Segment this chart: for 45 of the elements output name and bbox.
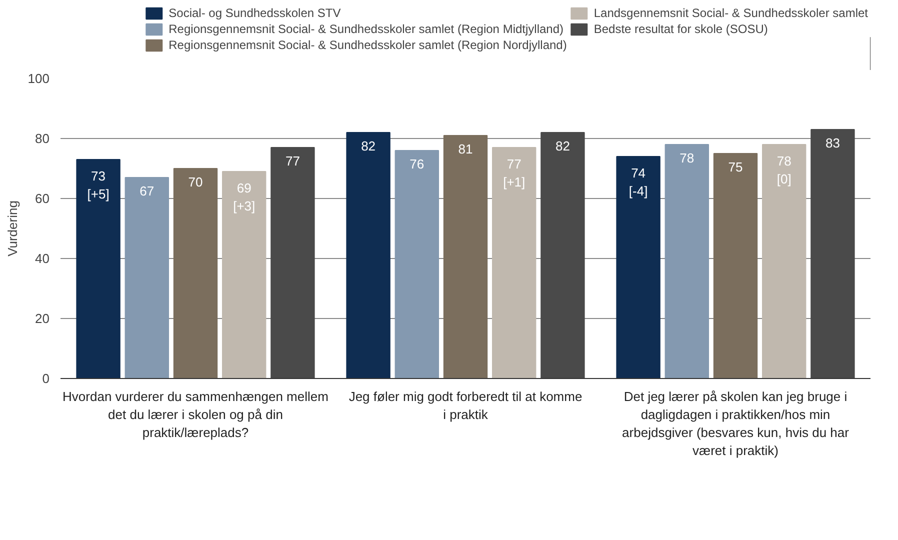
bar [173, 168, 218, 378]
x-tick-label: Det jeg lærer på skolen kan jeg bruge i dagligdagen i praktikken/hos min arbejdsgiver (besvares kun, hvis du har været i praktik) [622, 388, 850, 458]
legend-label: Regionsgennemsnit Social- & Sundhedsskoler samlet (Region Nordjylland) [168, 38, 567, 52]
bar [124, 177, 169, 378]
x-tick-label: Hvordan vurderer du sammenhængen mellem det du lærer i skolen og på din praktik/læreplads? [62, 388, 328, 440]
bar [492, 147, 536, 378]
bar [76, 159, 120, 378]
data-label: 78 [680, 150, 694, 166]
legend-label: Regionsgennemsnit Social- & Sundhedsskoler samlet (Region Midtjylland) [168, 22, 564, 36]
bar [394, 150, 439, 378]
y-tick-label: 0 [42, 371, 50, 386]
y-tick-label: 20 [35, 311, 50, 326]
data-label: 73 [+5] [87, 168, 110, 202]
y-tick-label: 80 [35, 131, 50, 146]
data-label: 75 [728, 160, 743, 174]
data-label: 83 [825, 136, 840, 150]
bar [762, 144, 806, 378]
bar [270, 147, 315, 378]
data-label: 81 [458, 142, 473, 156]
data-label: 82 [361, 138, 376, 154]
x-tick-label: Jeg føler mig godt forberedt til at komme i praktik [348, 388, 582, 422]
data-label: 78 [0] [776, 154, 792, 186]
data-label: 76 [410, 156, 424, 172]
data-label: 77 [+1] [503, 156, 526, 190]
data-label: 69 [+3] [233, 180, 256, 214]
bar [664, 144, 709, 378]
bar [810, 129, 855, 378]
y-axis-title: Vurdering [4, 200, 20, 256]
bar [346, 132, 390, 378]
bar [616, 156, 660, 378]
data-label: 74 [-4] [628, 166, 648, 198]
data-label: 77 [285, 154, 300, 168]
legend-label: Social- og Sundhedsskolen STV [168, 6, 341, 20]
legend-label: Landsgennemsnit Social- & Sundhedsskoler samlet [594, 6, 868, 20]
bar [222, 171, 266, 378]
y-tick-label: 60 [35, 191, 50, 206]
bar [540, 132, 585, 378]
legend-label: Bedste resultat for skole (SOSU) [594, 22, 768, 36]
data-label: 67 [140, 184, 154, 198]
data-label: 70 [188, 174, 203, 190]
data-label: 82 [555, 138, 570, 154]
y-tick-label: 100 [28, 71, 50, 86]
bar [713, 153, 758, 378]
bar [443, 135, 488, 378]
y-tick-label: 40 [35, 251, 50, 266]
